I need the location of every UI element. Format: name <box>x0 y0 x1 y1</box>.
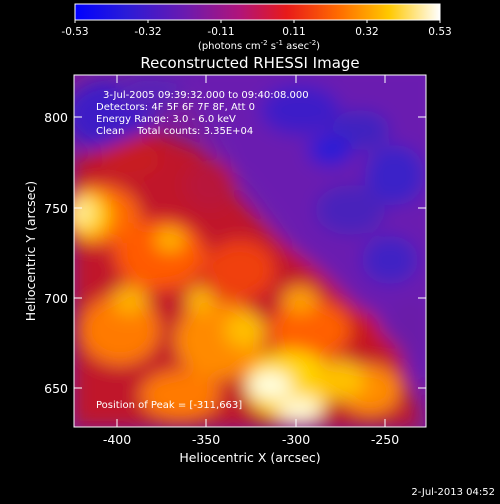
y-axis-label: Heliocentric Y (arcsec) <box>23 181 38 321</box>
colorbar-tick-label: 0.53 <box>428 26 451 38</box>
rhessi-image-map <box>74 75 426 427</box>
y-tick-label: 700 <box>44 291 68 306</box>
x-tick-label: -400 <box>103 432 131 447</box>
annotation-detectors: Detectors: 4F 5F 6F 7F 8F, Att 0 <box>96 102 255 113</box>
colorbar-ticks <box>74 20 441 23</box>
y-axis-ticks <box>74 116 426 389</box>
annotation-peak-position: Position of Peak = [-311,663] <box>96 400 242 411</box>
colorbar-tick-label: -0.32 <box>134 26 161 38</box>
colorbar-unit-label: (photons cm-2 s-1 asec-2) <box>198 39 320 52</box>
x-axis-label: Heliocentric X (arcsec) <box>179 450 320 465</box>
plot-title: Reconstructed RHESSI Image <box>140 54 359 72</box>
x-axis-ticks <box>116 75 386 427</box>
colorbar-tick-label: -0.11 <box>207 26 234 38</box>
annotation-clean-counts: Clean Total counts: 3.35E+04 <box>96 126 253 137</box>
colorbar-tick-label: -0.53 <box>61 26 88 38</box>
colorbar <box>74 3 441 21</box>
x-tick-label: -350 <box>192 432 220 447</box>
y-tick-label: 800 <box>44 110 68 125</box>
y-tick-label: 750 <box>44 201 68 216</box>
plot-frame <box>73 74 427 428</box>
colorbar-tick-label: 0.32 <box>355 26 378 38</box>
x-tick-label: -250 <box>371 432 399 447</box>
footer-timestamp: 2-Jul-2013 04:52 <box>411 487 495 498</box>
annotation-energy-range: Energy Range: 3.0 - 6.0 keV <box>96 114 236 125</box>
annotation-time-range: 3-Jul-2005 09:39:32.000 to 09:40:08.000 <box>103 90 309 101</box>
colorbar-tick-label: 0.11 <box>282 26 305 38</box>
x-tick-label: -300 <box>282 432 310 447</box>
y-tick-label: 650 <box>44 381 68 396</box>
